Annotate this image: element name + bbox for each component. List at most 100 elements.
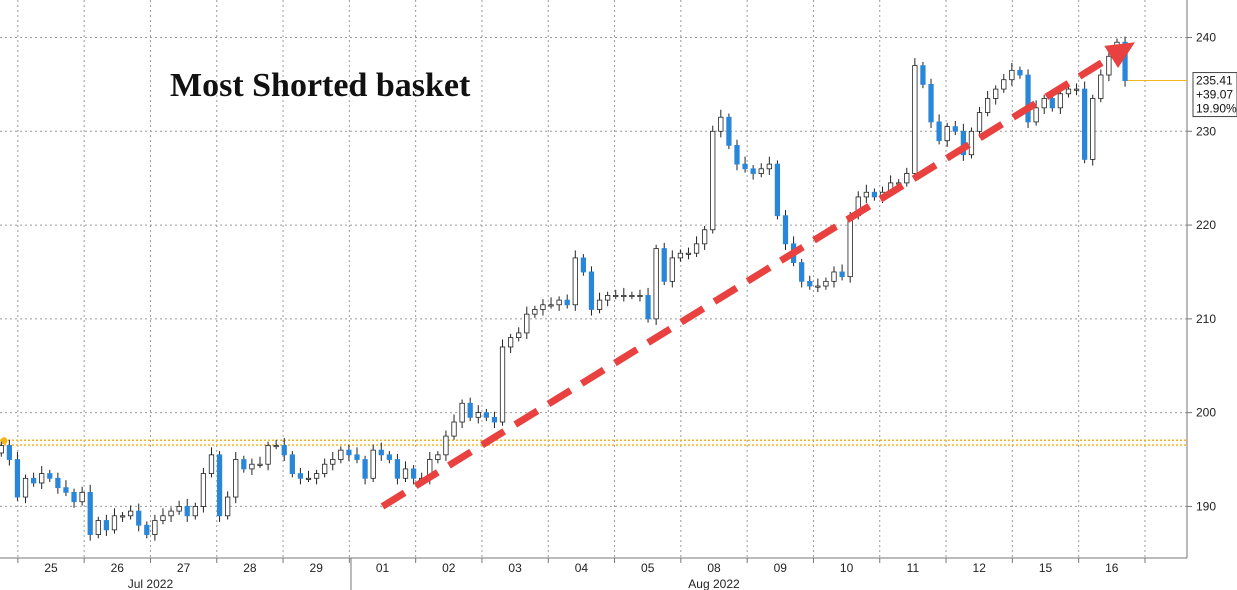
chart-title: Most Shorted basket <box>170 67 471 104</box>
candle-up <box>968 130 975 156</box>
candle-up <box>39 473 45 484</box>
candle-down <box>839 271 845 278</box>
candle-down <box>661 248 667 282</box>
trend-arrow-head <box>1104 42 1136 68</box>
candle-up <box>95 520 101 535</box>
x-tick-label: 08 <box>707 561 721 575</box>
candle-up <box>176 506 182 512</box>
candle-up <box>322 463 328 474</box>
candle-up <box>548 304 554 307</box>
candle-down <box>410 468 417 479</box>
candle-down <box>184 506 190 517</box>
candle-up <box>273 445 279 448</box>
trend-arrow <box>380 42 1136 510</box>
candle-down <box>30 477 37 484</box>
y-axis-ticks: 190 200 210 220 230 240 <box>1187 31 1216 513</box>
candle-down <box>1082 88 1088 160</box>
candle-up <box>815 285 821 288</box>
candle-up <box>1106 55 1112 76</box>
candle-down <box>71 491 77 503</box>
x-tick-label: 01 <box>376 561 390 575</box>
candle-up <box>313 473 320 479</box>
candle-up <box>1090 98 1096 160</box>
candle-up <box>1001 79 1007 90</box>
candle-up <box>1073 88 1080 91</box>
y-tick-label: 190 <box>1196 499 1216 513</box>
candle-up <box>596 299 603 310</box>
candle-up <box>710 130 716 231</box>
candle-up <box>208 454 215 474</box>
candle-up <box>637 295 643 298</box>
x-tick-label: 02 <box>442 561 456 575</box>
y-tick-label: 200 <box>1196 406 1216 420</box>
candle-up <box>1065 88 1072 95</box>
candle-up <box>993 88 999 99</box>
last-change-label: +39.07 <box>1196 88 1233 102</box>
candle-up <box>128 510 134 517</box>
candlesticks <box>0 36 1128 541</box>
y-tick-label: 230 <box>1196 124 1216 138</box>
candle-down <box>354 454 360 460</box>
candle-up <box>669 257 675 282</box>
candle-down <box>136 510 142 526</box>
candle-up <box>847 215 853 278</box>
candle-up <box>653 248 659 320</box>
x-tick-label: 15 <box>1039 561 1053 575</box>
candle-down <box>281 445 287 456</box>
candle-down <box>645 295 651 320</box>
last-price-label: 235.41 <box>1196 74 1233 88</box>
candle-up <box>443 435 449 456</box>
candle-up <box>693 243 700 254</box>
candle-up <box>758 168 764 174</box>
candle-up <box>863 191 869 198</box>
candle-down <box>144 524 150 535</box>
x-tick-label: 28 <box>243 561 257 575</box>
x-tick-label: 25 <box>44 561 58 575</box>
candle-up <box>249 463 255 470</box>
candle-up <box>168 510 174 517</box>
last-value-box <box>1192 72 1237 118</box>
candle-up <box>629 295 635 298</box>
y-tick-label: 240 <box>1196 31 1216 45</box>
candle-down <box>799 262 805 282</box>
candle-up <box>402 468 409 479</box>
x-axis-ticks: 25 26 27 28 29 01 02 03 04 05 08 09 10 11 12 15 16 <box>17 558 1146 575</box>
candle-up <box>507 337 514 348</box>
candle-down <box>588 271 595 310</box>
candle-down <box>297 473 304 479</box>
candle-up <box>823 280 829 287</box>
candle-down <box>6 445 12 460</box>
candle-up <box>677 252 684 259</box>
candle-down <box>378 449 384 456</box>
candle-down <box>734 144 740 165</box>
candle-down <box>1025 74 1031 123</box>
candle-down <box>216 454 223 517</box>
candle-up <box>111 515 118 531</box>
candle-up <box>119 515 126 518</box>
candle-up <box>459 402 465 423</box>
candle-down <box>564 299 570 306</box>
y-tick-label: 220 <box>1196 218 1216 232</box>
candle-up <box>338 449 344 460</box>
candle-up <box>912 65 918 174</box>
candle-up <box>532 309 538 315</box>
x-tick-label: 09 <box>774 561 788 575</box>
trend-arrow-shaft <box>380 53 1114 510</box>
candle-up <box>22 477 29 498</box>
start-marker-dot <box>0 437 8 445</box>
candle-down <box>920 65 926 85</box>
candle-up <box>516 332 522 339</box>
x-tick-label: 26 <box>111 561 125 575</box>
candle-down <box>750 168 756 174</box>
x-tick-label: 11 <box>907 561 920 575</box>
gridlines <box>0 0 1187 558</box>
candle-up <box>451 421 457 437</box>
candle-up <box>1009 69 1015 81</box>
candle-up <box>192 506 198 517</box>
candle-down <box>1017 69 1023 76</box>
candle-up <box>605 295 611 301</box>
candle-up <box>257 463 263 466</box>
x-tick-label: 27 <box>177 561 191 575</box>
x-tick-label: 03 <box>508 561 522 575</box>
